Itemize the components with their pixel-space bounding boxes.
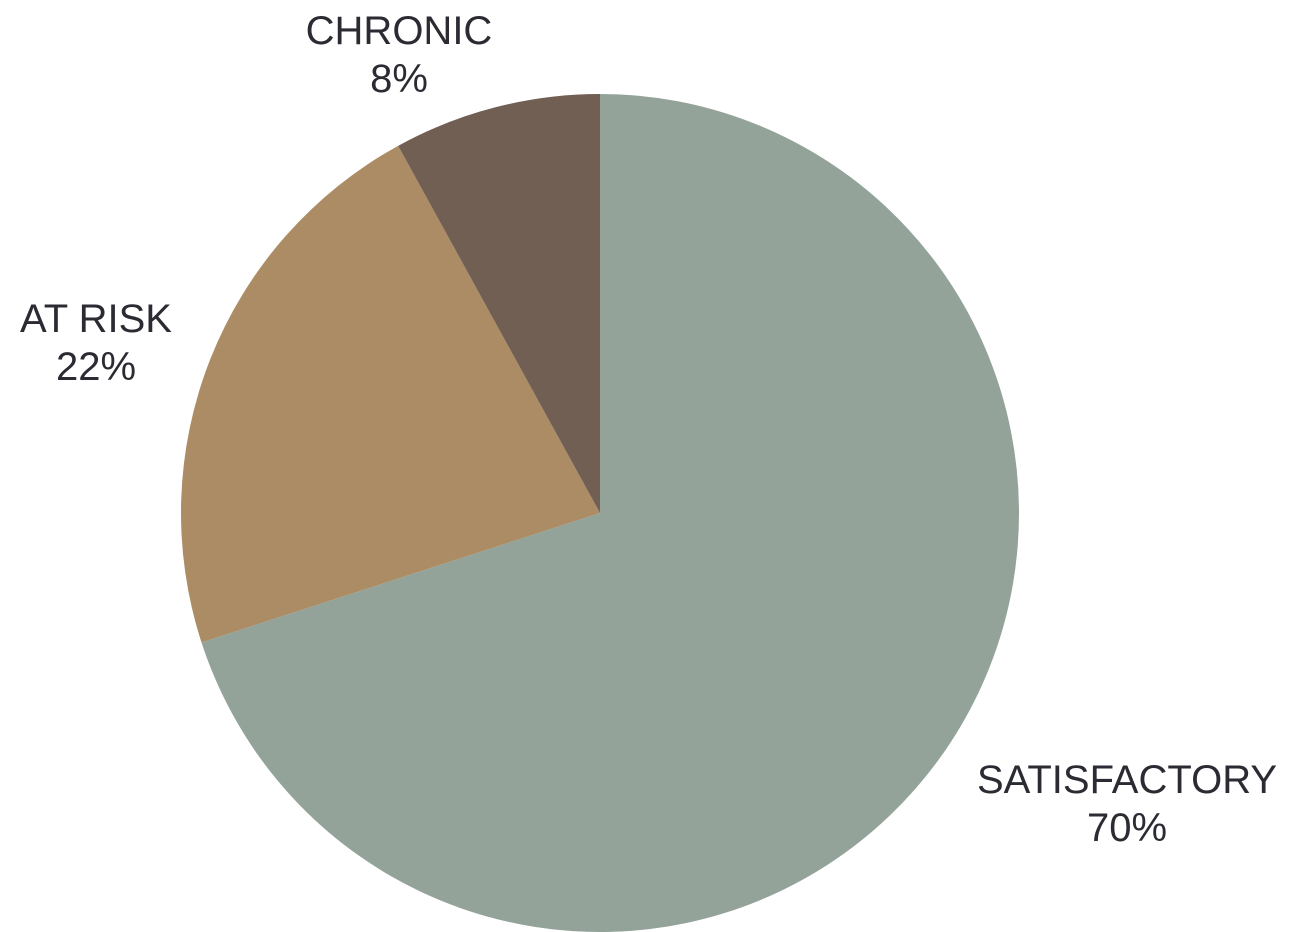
- pie-slice-at-risk: [180, 145, 600, 643]
- pie-label-value: 70%: [1087, 806, 1167, 850]
- pie-slice-satisfactory: [201, 94, 1019, 932]
- pie-label-at-risk: AT RISK 22%: [20, 297, 172, 389]
- pie-labels: SATISFACTORY 70% AT RISK 22% CHRONIC 8%: [20, 9, 1277, 850]
- pie-label-value: 22%: [56, 345, 136, 389]
- pie-label-name: CHRONIC: [306, 9, 493, 53]
- pie-label-value: 8%: [370, 57, 428, 101]
- pie-label-satisfactory: SATISFACTORY 70%: [977, 758, 1277, 850]
- pie-slices: [180, 94, 1019, 932]
- pie-label-name: AT RISK: [20, 297, 172, 341]
- pie-label-name: SATISFACTORY: [977, 758, 1277, 802]
- pie-slice-chronic: [398, 94, 600, 513]
- pie-label-chronic: CHRONIC 8%: [306, 9, 493, 101]
